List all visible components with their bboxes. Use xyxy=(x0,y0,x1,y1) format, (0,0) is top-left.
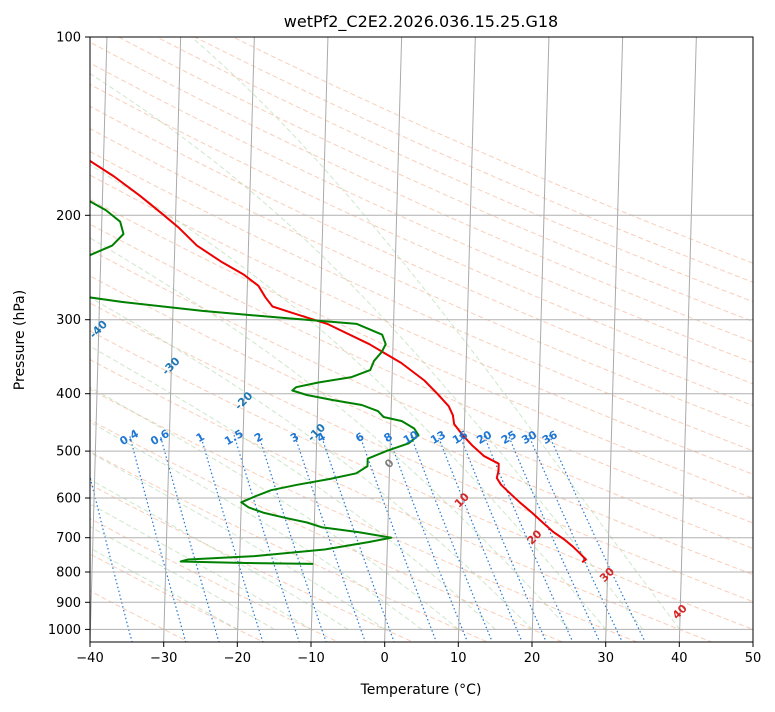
x-tick-label: 30 xyxy=(597,651,614,666)
y-tick-label: 700 xyxy=(56,531,81,546)
y-tick-label: 1000 xyxy=(48,623,81,638)
x-tick-label: −20 xyxy=(224,651,251,666)
x-tick-label: 0 xyxy=(381,651,389,666)
y-tick-label: 600 xyxy=(56,492,81,507)
y-tick-label: 900 xyxy=(56,596,81,611)
y-tick-label: 500 xyxy=(56,445,81,460)
y-tick-label: 400 xyxy=(56,387,81,402)
x-axis-label: Temperature (°C) xyxy=(360,682,482,698)
x-tick-label: −10 xyxy=(297,651,324,666)
x-tick-label: 50 xyxy=(745,651,762,666)
x-tick-label: −40 xyxy=(76,651,103,666)
chart-title: wetPf2_C2E2.2026.036.15.25.G18 xyxy=(284,12,558,32)
x-tick-label: 10 xyxy=(450,651,467,666)
y-tick-label: 200 xyxy=(56,209,81,224)
x-tick-label: 20 xyxy=(524,651,541,666)
y-tick-label: 800 xyxy=(56,566,81,581)
y-tick-label: 100 xyxy=(56,31,81,46)
x-tick-label: −30 xyxy=(150,651,177,666)
y-axis-label: Pressure (hPa) xyxy=(12,290,28,390)
x-tick-label: 40 xyxy=(671,651,688,666)
y-tick-label: 300 xyxy=(56,313,81,328)
